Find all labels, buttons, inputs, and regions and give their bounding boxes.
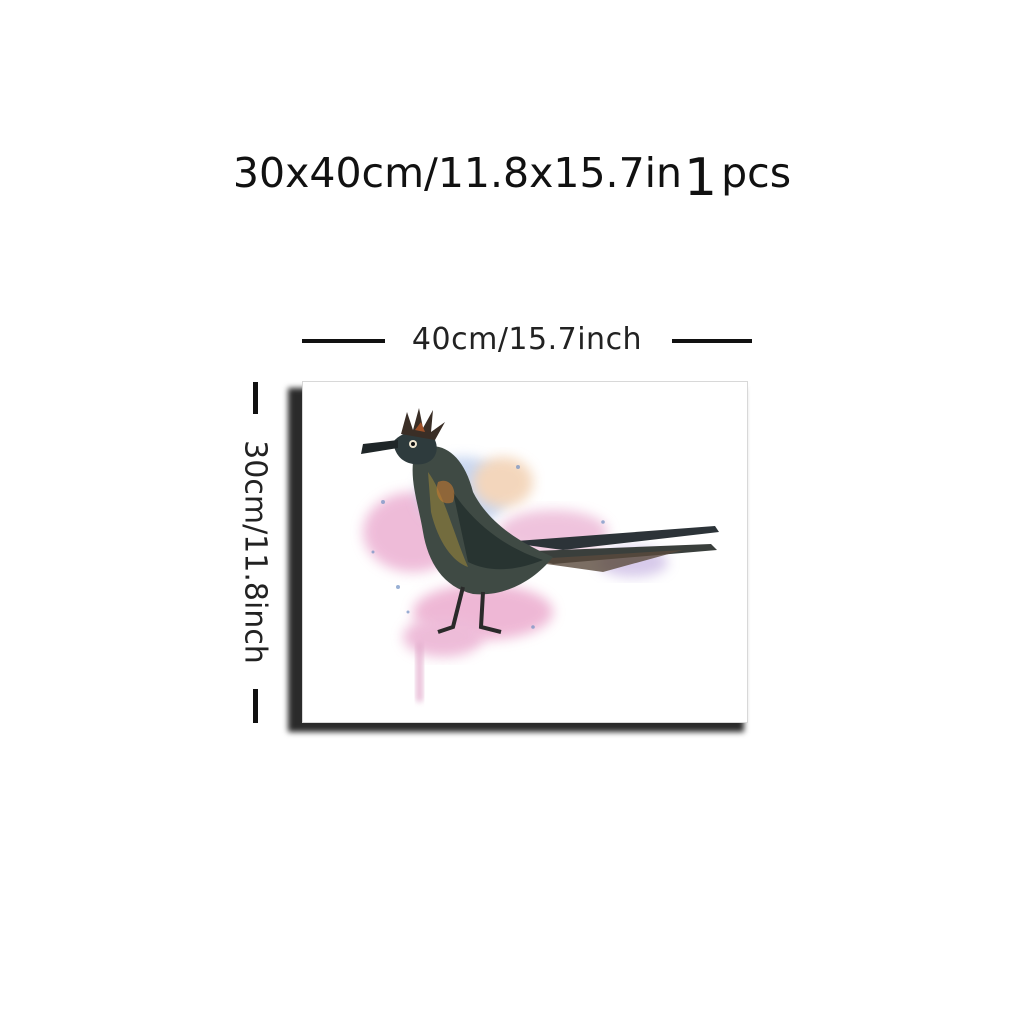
canvas-print [302,381,748,723]
bird-head [361,408,445,465]
height-dimension-line-top [253,382,258,414]
width-dimension-line-right [672,339,752,343]
quantity-unit: pcs [721,149,792,197]
paint-speckles [371,465,605,629]
height-label: 30cm/11.8inch [237,440,273,664]
height-dimension-line-bottom [253,689,258,723]
roadrunner-artwork [361,408,719,702]
width-dimension: 40cm/15.7inch [300,322,754,362]
width-label: 40cm/15.7inch [411,322,643,357]
bird-body [412,446,553,595]
size-text: 30x40cm/11.8x15.7in [232,149,683,197]
bird-tail [503,526,719,572]
width-dimension-line-left [302,339,385,343]
quantity-number: 1 [684,148,718,208]
product-size-title: 30x40cm/11.8x15.7in1pcs [0,140,1024,208]
height-dimension: 30cm/11.8inch [230,380,280,725]
bird-legs [437,586,502,634]
